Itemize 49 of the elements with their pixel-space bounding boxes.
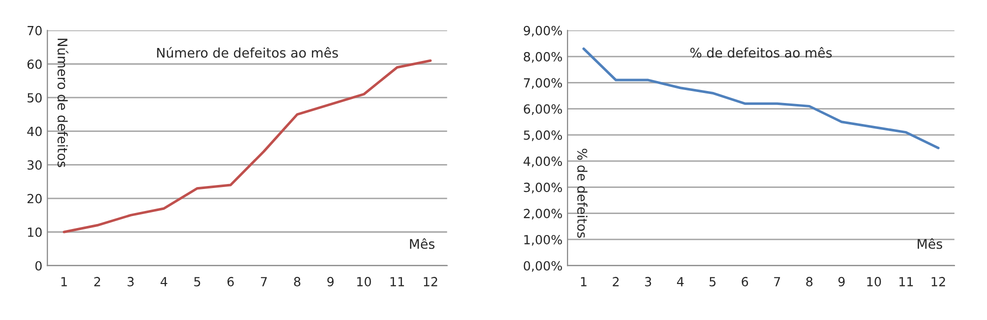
x-tick-label: 7 [774,277,780,286]
y-tick-label: 7,00% [524,78,562,89]
y-tick-label: 30 [28,160,42,170]
x-tick-label: 2 [94,276,100,286]
y-tick-label: 0 [35,261,42,271]
y-tick-label: 9,00% [524,26,562,37]
x-tick-label: 8 [294,276,300,286]
y-tick-label: 0,00% [524,261,562,272]
x-tick-label: 5 [710,277,716,286]
text: Número de defeitos ao mês [157,47,338,58]
x-tick-label: 10 [867,276,881,286]
x-tick-label: 1 [61,277,67,286]
y-tick-label: 3,00% [524,182,562,194]
x-axis-title: Mês [410,238,434,249]
text: % de defeitos ao mês [690,47,832,58]
x-tick-label: 11 [390,277,404,286]
x-axis-title: Mês [918,238,942,249]
y-tick-label: 4,00% [524,156,562,168]
y-tick-label: 1,00% [524,234,562,246]
y-tick-label: 20 [28,194,42,204]
x-tick-label: 10 [357,276,371,286]
x-tick-label: 9 [838,276,845,286]
x-tick-label: 4 [677,277,684,286]
y-tick-label: 5,00% [524,130,562,142]
y-tick-label: 70 [28,26,42,36]
x-tick-label: 3 [645,276,652,286]
x-tick-label: 8 [806,276,812,286]
x-tick-label: 2 [612,276,619,286]
x-tick-label: 6 [742,276,748,286]
x-tick-label: 3 [128,276,134,286]
line-series [582,47,940,150]
x-tick-label: 1 [581,277,586,286]
x-tick-label: 5 [194,277,200,286]
y-tick-label: 60 [27,59,42,69]
y-tick-label: 50 [28,93,42,103]
x-tick-label: 7 [260,277,267,286]
y-tick-label: 2,00% [524,208,562,220]
x-tick-label: 6 [227,276,234,286]
x-tick-label: 11 [899,277,913,286]
x-tick-label: 9 [327,276,334,286]
x-tick-label: 12 [932,276,946,286]
x-tick-label: 4 [160,277,168,286]
x-tick-label: 12 [424,276,438,286]
y-tick-label: 10 [28,227,42,237]
y-axis-title: Número de defeitos [58,38,68,168]
y-tick-label: 40 [27,126,42,136]
y-tick-label: 6,00% [524,104,562,115]
y-tick-label: 8,00% [524,52,562,63]
y-axis-title: % de defeitos [577,148,588,238]
